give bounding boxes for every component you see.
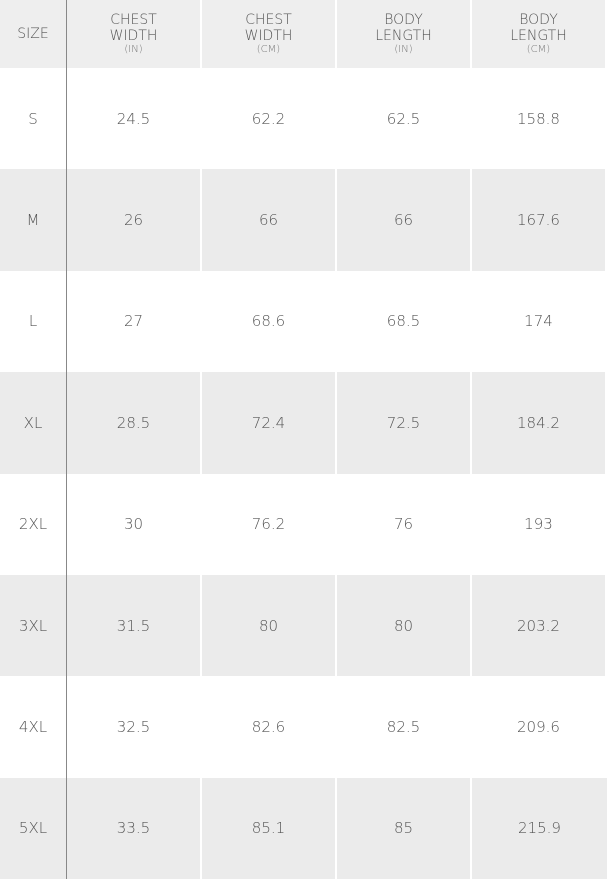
value-cell: 209.6	[472, 676, 607, 778]
size-cell: M	[0, 169, 67, 271]
header-cell: BODY LENGTH (CM)	[472, 0, 607, 68]
value-cell: 203.2	[472, 574, 607, 677]
size-cell: 3XL	[0, 574, 67, 677]
header-title: LENGTH	[510, 28, 567, 44]
size-cell: 5XL	[0, 777, 67, 879]
header-title: WIDTH	[109, 28, 158, 44]
header-title: BODY	[519, 12, 558, 28]
header-unit: (IN)	[394, 44, 413, 55]
size-cell: XL	[0, 372, 67, 474]
value-cell: 80	[202, 574, 337, 677]
value-cell: 167.6	[472, 169, 607, 271]
header-cell: CHEST WIDTH (CM)	[202, 0, 337, 68]
value-cell: 76.2	[202, 473, 337, 575]
value-cell: 68.5	[337, 270, 472, 373]
header-unit: (CM)	[256, 44, 281, 55]
value-cell: 62.2	[202, 68, 337, 170]
size-cell: 4XL	[0, 676, 67, 778]
header-title: CHEST	[110, 12, 157, 28]
value-cell: 31.5	[67, 574, 202, 677]
value-cell: 66	[202, 169, 337, 271]
value-cell: 215.9	[472, 777, 607, 879]
size-cell: S	[0, 68, 67, 170]
value-cell: 193	[472, 473, 607, 575]
size-cell: L	[0, 270, 67, 373]
header-unit: (CM)	[526, 44, 551, 55]
value-cell: 33.5	[67, 777, 202, 879]
header-title: CHEST	[245, 12, 292, 28]
header-cell: CHEST WIDTH (IN)	[67, 0, 202, 68]
value-cell: 158.8	[472, 68, 607, 170]
value-cell: 68.6	[202, 270, 337, 373]
header-title: LENGTH	[375, 28, 432, 44]
header-cell: BODY LENGTH (IN)	[337, 0, 472, 68]
value-cell: 30	[67, 473, 202, 575]
header-cell: SIZE	[0, 0, 67, 68]
value-cell: 82.5	[337, 676, 472, 778]
value-cell: 62.5	[337, 68, 472, 170]
value-cell: 72.5	[337, 372, 472, 474]
value-cell: 82.6	[202, 676, 337, 778]
size-cell: 2XL	[0, 473, 67, 575]
value-cell: 72.4	[202, 372, 337, 474]
header-unit: (IN)	[124, 44, 143, 55]
value-cell: 184.2	[472, 372, 607, 474]
value-cell: 76	[337, 473, 472, 575]
value-cell: 80	[337, 574, 472, 677]
value-cell: 66	[337, 169, 472, 271]
value-cell: 26	[67, 169, 202, 271]
header-title: WIDTH	[244, 28, 293, 44]
value-cell: 32.5	[67, 676, 202, 778]
value-cell: 28.5	[67, 372, 202, 474]
value-cell: 85	[337, 777, 472, 879]
header-title: BODY	[384, 12, 423, 28]
value-cell: 174	[472, 270, 607, 373]
value-cell: 85.1	[202, 777, 337, 879]
value-cell: 27	[67, 270, 202, 373]
value-cell: 24.5	[67, 68, 202, 170]
